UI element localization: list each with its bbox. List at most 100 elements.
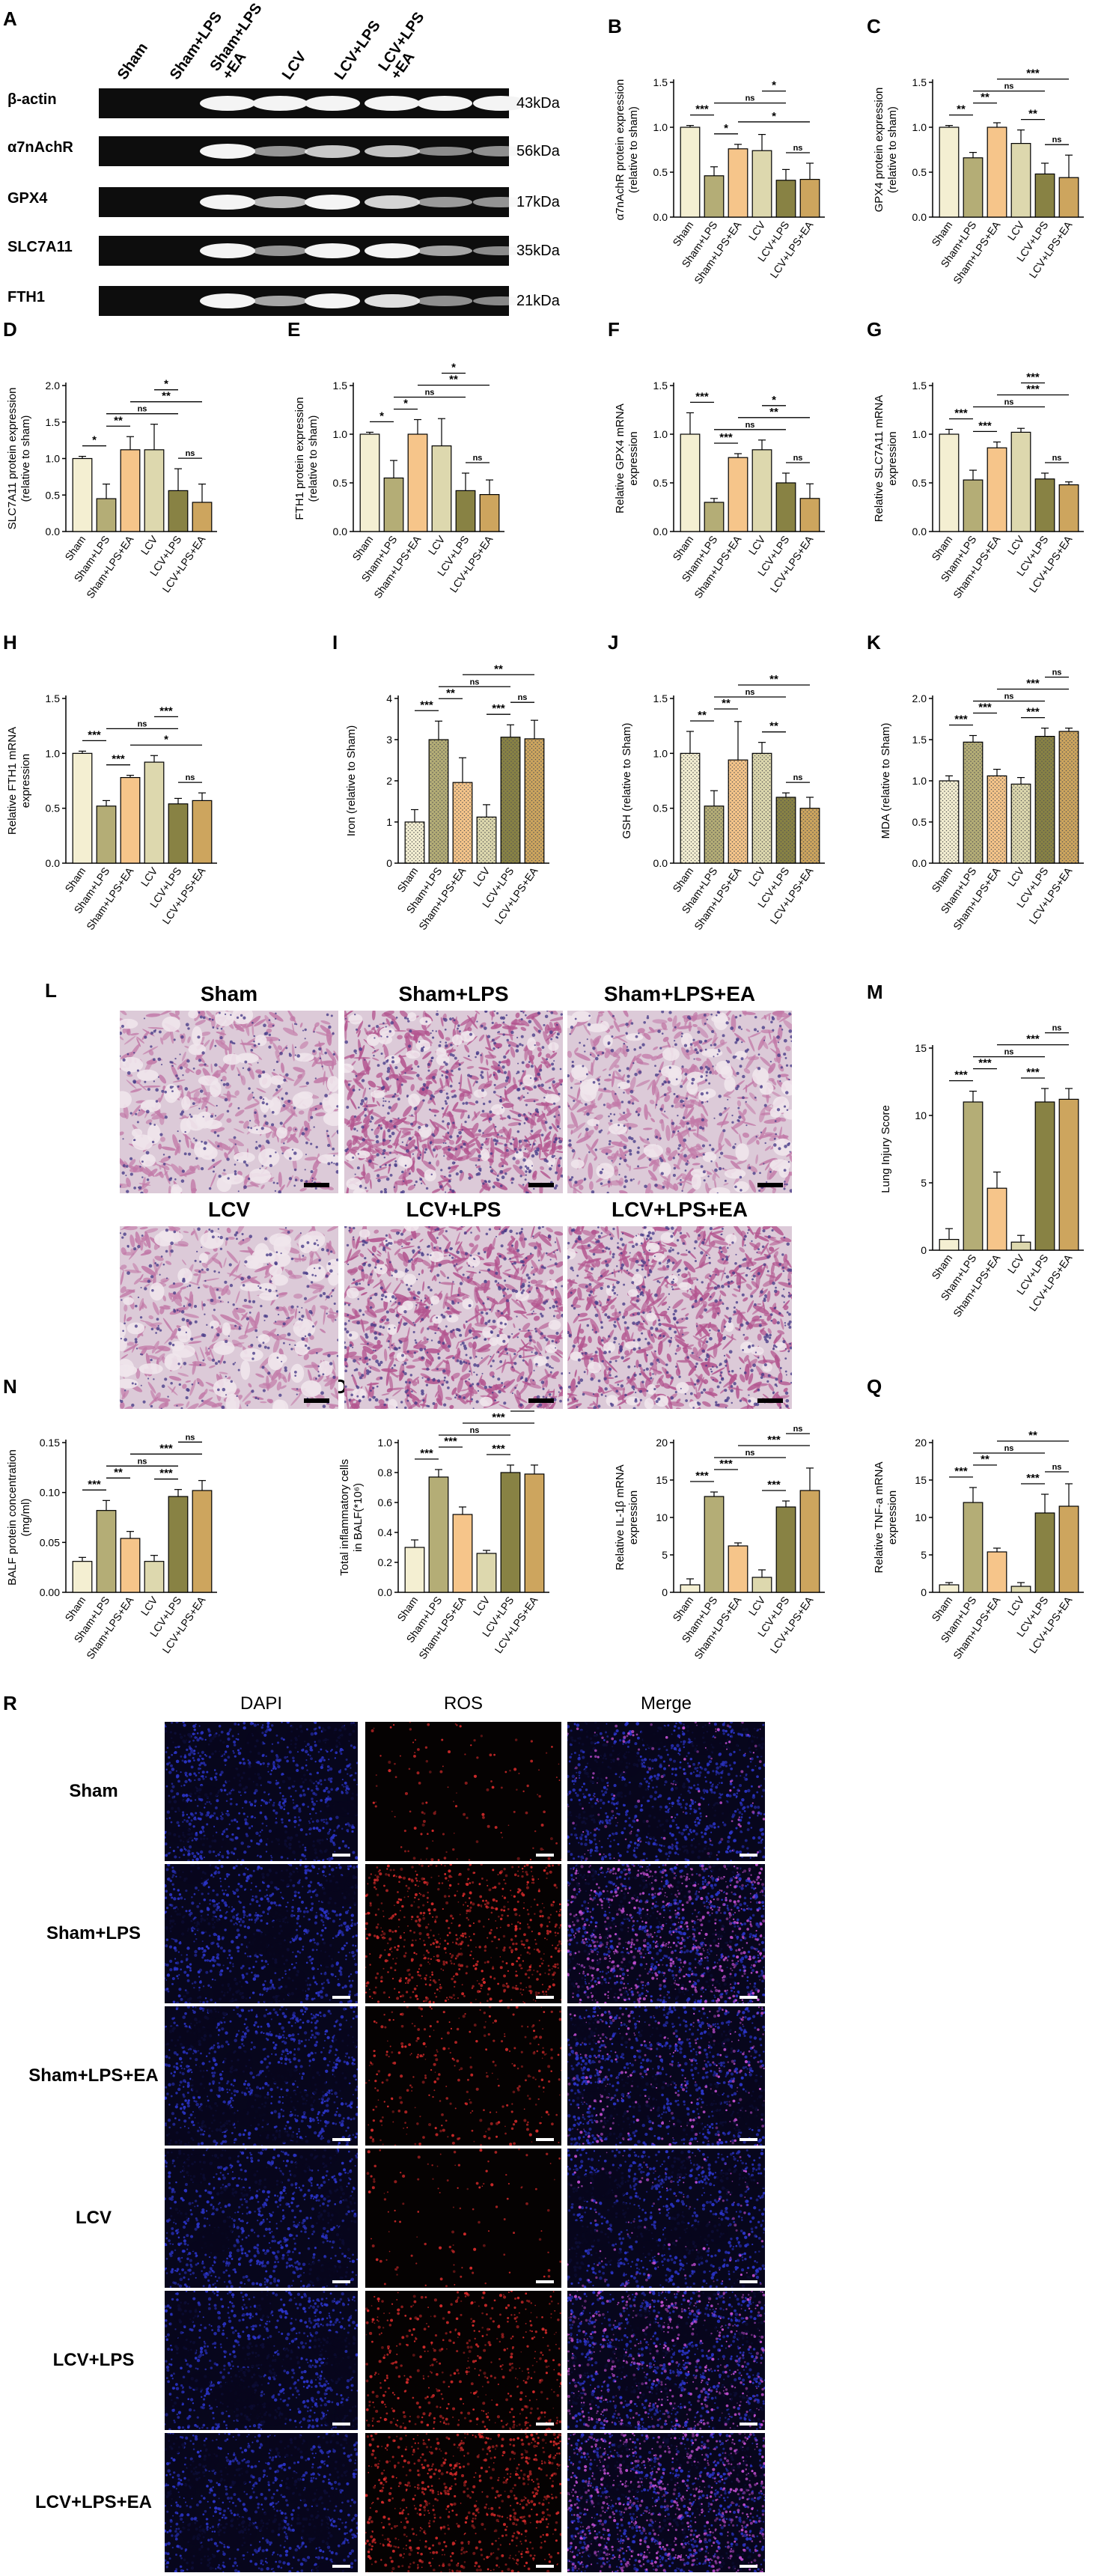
he-tissue — [170, 1328, 177, 1341]
blot-band — [252, 295, 308, 307]
he-tissue — [411, 1259, 418, 1266]
he-tissue — [198, 1397, 213, 1408]
he-nucleus — [594, 1056, 599, 1061]
he-tissue — [487, 1354, 495, 1365]
he-nucleus — [304, 1335, 307, 1338]
he-tissue — [403, 1179, 413, 1184]
bar — [72, 752, 93, 864]
he-tissue — [633, 1166, 649, 1169]
he-tissue — [434, 1360, 444, 1370]
he-nucleus — [524, 1165, 528, 1168]
he-tissue — [406, 1327, 410, 1339]
he-nucleus — [463, 1142, 466, 1146]
scale-bar — [304, 1398, 329, 1403]
he-nucleus — [445, 1092, 448, 1095]
he-alveolus — [269, 1075, 285, 1085]
he-tissue — [495, 1361, 510, 1370]
blot-band — [417, 197, 472, 207]
he-nucleus — [452, 1054, 455, 1057]
panel-letter-b: B — [608, 15, 622, 38]
he-nucleus — [673, 1166, 677, 1170]
he-tissue — [287, 1372, 291, 1382]
he-nucleus — [257, 1398, 260, 1400]
he-tissue — [281, 1062, 285, 1074]
he-nucleus — [129, 1172, 133, 1176]
he-nucleus — [307, 1346, 311, 1350]
he-nucleus — [168, 1342, 172, 1345]
he-nucleus — [246, 1164, 248, 1167]
he-nucleus — [178, 1139, 181, 1142]
y-tick-label: 1.0 — [46, 747, 61, 759]
he-tissue — [277, 1045, 283, 1050]
he-tissue — [194, 1349, 199, 1362]
he-tissue — [392, 1389, 402, 1397]
he-tissue — [164, 1168, 171, 1185]
he-tissue — [549, 1052, 558, 1059]
he-nucleus — [446, 1096, 450, 1100]
he-tissue — [673, 1163, 680, 1170]
he-tissue — [663, 1180, 676, 1190]
he-tissue — [537, 1249, 543, 1258]
he-nucleus — [194, 1259, 197, 1262]
sig-label: ** — [1028, 1429, 1037, 1442]
he-nucleus — [354, 1013, 356, 1016]
he-alveolus — [269, 1233, 292, 1247]
he-tissue — [421, 1035, 433, 1044]
he-nucleus — [766, 1181, 768, 1184]
he-nucleus — [546, 1160, 549, 1163]
he-tissue — [538, 1234, 552, 1246]
he-nucleus — [304, 1127, 308, 1131]
bar — [1034, 1512, 1055, 1593]
he-nucleus — [790, 1040, 792, 1043]
he-nucleus — [702, 1153, 705, 1156]
he-nucleus — [326, 1013, 329, 1017]
he-tissue — [350, 1249, 361, 1261]
he-nucleus — [525, 1117, 528, 1121]
he-nucleus — [573, 1099, 576, 1102]
he-nucleus — [291, 1148, 294, 1151]
he-tissue — [618, 1112, 632, 1121]
he-nucleus — [519, 1175, 522, 1178]
he-tissue — [266, 1379, 278, 1389]
he-nucleus — [254, 1146, 258, 1150]
bar — [775, 482, 796, 532]
he-nucleus — [121, 1024, 125, 1029]
he-nucleus — [208, 1228, 211, 1231]
he-nucleus — [544, 1014, 549, 1019]
he-title-sham: Sham — [120, 982, 338, 1006]
bar — [72, 457, 93, 532]
he-nucleus — [284, 1227, 287, 1229]
he-nucleus — [499, 1184, 503, 1187]
he-nucleus — [487, 1035, 491, 1038]
he-tissue — [190, 1178, 196, 1193]
he-nucleus — [568, 1143, 572, 1147]
he-nucleus — [391, 1095, 394, 1098]
he-nucleus — [377, 1178, 381, 1183]
he-nucleus — [141, 1354, 144, 1356]
he-nucleus — [413, 1351, 416, 1354]
he-tissue — [129, 1159, 136, 1166]
he-tissue — [272, 1339, 280, 1354]
he-nucleus — [336, 1354, 338, 1357]
he-tissue — [189, 1379, 196, 1396]
he-nucleus — [257, 1074, 262, 1078]
he-nucleus — [296, 1306, 299, 1308]
sig-label: ns — [138, 719, 147, 728]
he-nucleus — [525, 1174, 527, 1176]
he-nucleus — [170, 1249, 174, 1253]
he-tissue — [507, 1348, 517, 1353]
he-tissue — [226, 1227, 231, 1234]
he-nucleus — [661, 1011, 665, 1014]
he-tissue — [514, 1240, 519, 1251]
he-tissue — [606, 1011, 617, 1021]
chart-f: Relative GPX4 mRNAexpression0.00.51.01.5… — [614, 380, 825, 600]
bar — [120, 449, 141, 532]
he-nucleus — [493, 1074, 495, 1077]
he-nucleus — [706, 1091, 709, 1094]
he-nucleus — [618, 1069, 621, 1072]
sig-label: ns — [138, 1457, 147, 1466]
he-nucleus — [197, 1035, 201, 1039]
he-tissue — [410, 1084, 415, 1091]
he-nucleus — [380, 1128, 382, 1130]
he-nucleus — [137, 1296, 140, 1299]
